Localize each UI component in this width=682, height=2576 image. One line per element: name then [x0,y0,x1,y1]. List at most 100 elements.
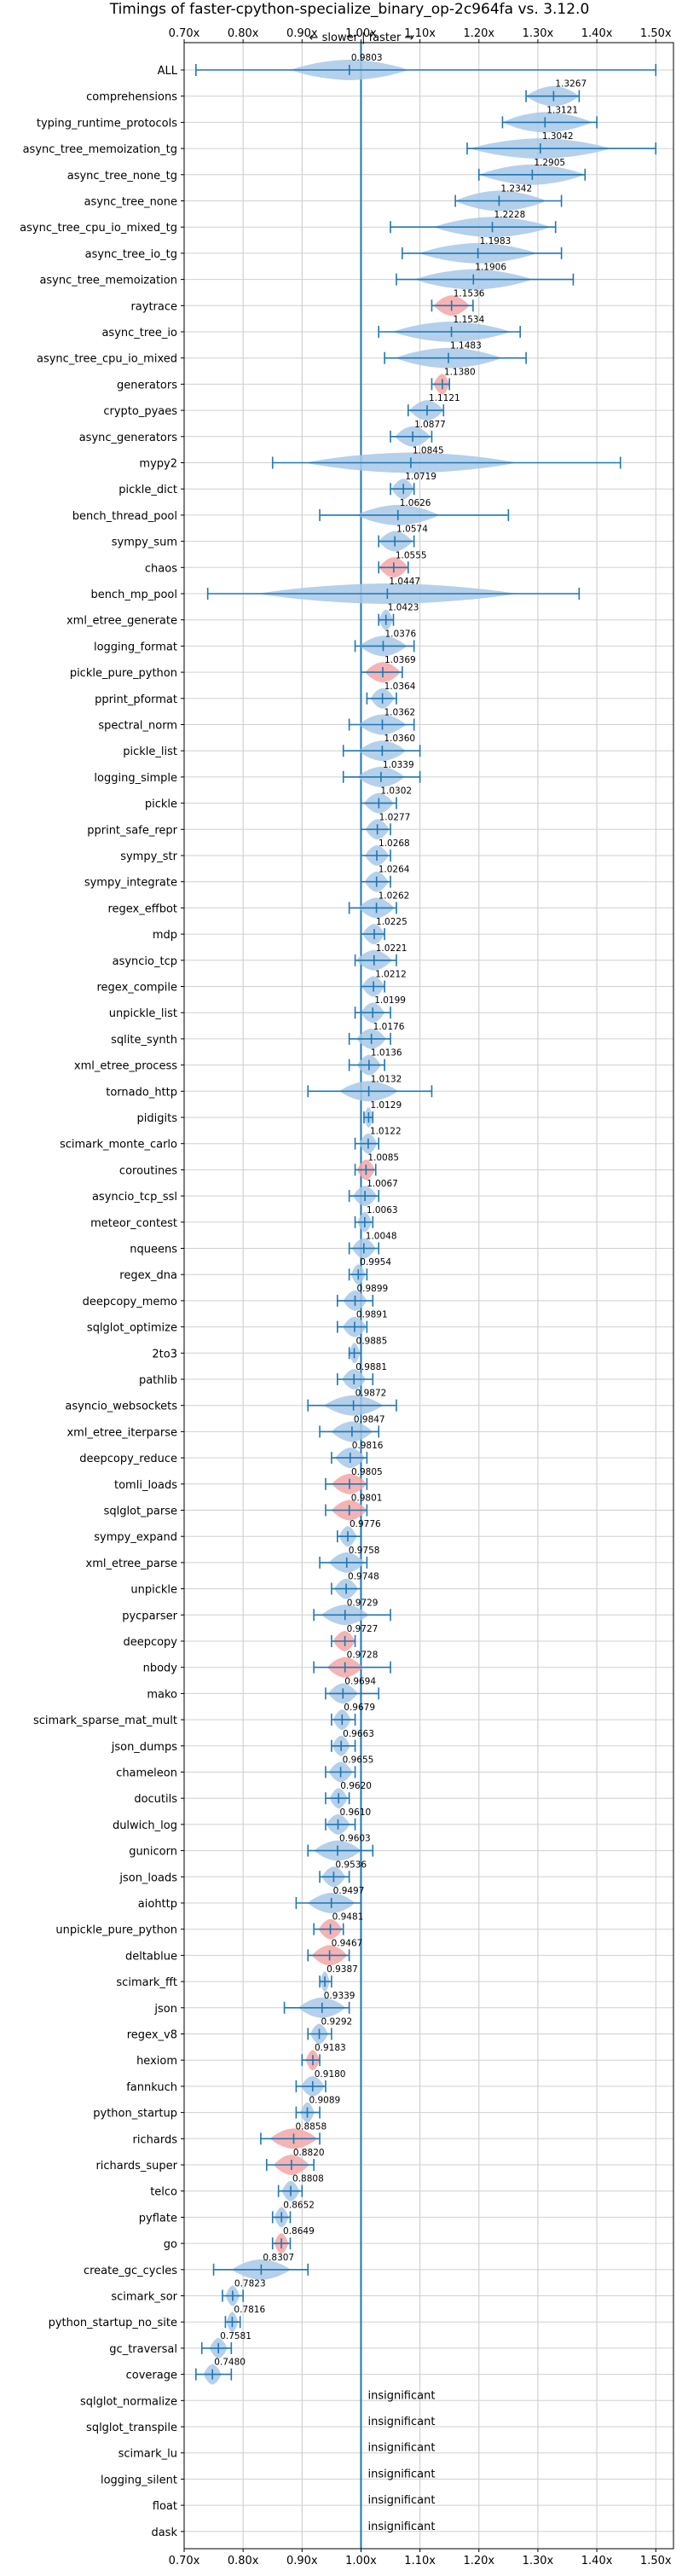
value-label: 1.0262 [379,891,410,901]
benchmark-label: async_tree_io [101,327,177,339]
value-label: 1.0129 [370,1100,402,1111]
value-label: 1.0221 [376,943,407,954]
benchmark-label: sympy_integrate [84,877,177,890]
value-label: 0.9467 [332,1938,363,1948]
benchmark-label: pickle [145,798,177,811]
marks-layer [195,43,657,2549]
value-label: 1.3121 [546,105,578,115]
value-label: 0.9758 [349,1546,380,1556]
value-label: 0.8858 [295,2121,327,2132]
value-label: 0.9089 [309,2096,340,2106]
insignificant-label: insignificant [367,2468,435,2480]
value-label: 1.0176 [373,1022,405,1032]
value-label: 0.9801 [351,1494,383,1504]
benchmark-label: async_tree_io_tg [85,248,177,261]
benchmark-label: deepcopy_memo [83,1296,177,1308]
benchmark-label: pyflate [139,2212,177,2225]
value-label: 1.0555 [396,550,427,560]
benchmark-label: 2to3 [152,1348,177,1361]
benchmark-label: chaos [145,562,177,575]
value-label: 0.9679 [344,1703,375,1713]
benchmark-label: pickle_dict [118,484,177,496]
benchmark-label: unpickle_pure_python [55,1924,177,1937]
benchmark-label: tornado_http [106,1086,177,1099]
benchmark-label: async_tree_cpu_io_mixed_tg [20,222,177,235]
benchmark-label: go [164,2238,177,2251]
value-label: 0.9816 [352,1441,384,1451]
x-tick-label-top: 0.80x [228,27,259,40]
x-tick-label-bottom: 1.10x [404,2555,436,2567]
value-label: 1.0626 [400,498,431,508]
value-label: 0.9727 [347,1624,379,1634]
benchmark-label: xml_etree_process [74,1060,177,1073]
x-tick-label-top: 1.40x [581,27,613,40]
value-label: 1.2228 [494,210,526,220]
benchmark-label: json_dumps [111,1741,177,1754]
benchmark-label: dask [151,2527,177,2539]
value-label: 1.0212 [375,970,407,980]
benchmark-label: scimark_sparse_mat_mult [33,1714,177,1727]
benchmark-label: spectral_norm [98,720,177,733]
value-label: 1.1906 [475,263,506,273]
value-label: 0.9891 [356,1310,388,1320]
value-label: 1.0719 [405,472,436,482]
value-label: 1.0447 [389,577,420,587]
value-label: 0.8808 [292,2174,324,2184]
benchmark-label: sqlglot_parse [104,1506,177,1518]
value-label: 0.7581 [220,2331,251,2341]
value-label: 0.7480 [214,2358,246,2368]
benchmark-label: dulwich_log [113,1819,177,1832]
value-label: 0.9481 [332,1912,364,1923]
insignificant-label: insignificant [367,2389,435,2402]
benchmark-label: ALL [158,65,178,78]
value-label: 1.0302 [380,786,412,797]
benchmark-label: pycparser [122,1610,177,1622]
value-label: 1.0360 [384,734,415,744]
value-label: 0.9610 [339,1807,371,1818]
benchmark-label: deltablue [125,1950,177,1963]
value-label: 1.0199 [374,995,406,1006]
insignificant-label: insignificant [367,2521,435,2533]
benchmark-label: pathlib [139,1374,177,1387]
value-label: 1.1380 [444,367,476,377]
x-tick-label-bottom: 1.50x [640,2555,672,2567]
value-label: 1.0339 [383,760,414,770]
value-label: 1.0877 [414,420,446,430]
benchmark-label: create_gc_cycles [84,2265,177,2277]
value-label: 0.9694 [344,1676,376,1686]
value-label: 0.9881 [355,1362,387,1372]
benchmark-label: telco [150,2186,177,2199]
benchmark-label: gunicorn [129,1846,177,1859]
value-label: 1.0277 [379,812,411,822]
benchmark-label: deepcopy [123,1636,177,1649]
x-tick-label-top: 1.00x [345,27,377,40]
value-label: 0.9536 [335,1859,367,1870]
value-label: 0.9954 [360,1257,391,1268]
benchmark-label: asyncio_tcp [113,955,177,968]
value-label: 0.9655 [343,1755,374,1766]
benchmark-label: richards_super [95,2160,177,2173]
benchmark-label: unpickle_list [109,1007,177,1020]
benchmark-label: pickle_list [123,746,177,758]
benchmark-label: async_tree_none [84,196,177,209]
x-tick-label-bottom: 0.80x [228,2555,259,2567]
x-tick-label-bottom: 1.30x [523,2555,554,2567]
value-label: 0.9183 [315,2043,346,2053]
x-tick-label-top: 1.50x [640,27,672,40]
benchmark-label: logging_format [94,641,177,653]
benchmark-label: mdp [153,929,177,942]
benchmark-label: async_tree_cpu_io_mixed [37,353,177,366]
value-label: 0.9339 [324,1991,355,2001]
insignificant-label: insignificant [367,2494,435,2507]
benchmark-label: regex_dna [119,1269,177,1282]
x-tick-label-top: 1.10x [404,27,436,40]
value-label: 0.9847 [354,1414,385,1424]
value-label: 1.0423 [388,603,419,613]
value-label: 1.0132 [371,1074,402,1084]
value-label: 0.9387 [327,1964,358,1975]
value-label: 1.1536 [454,288,485,299]
value-label: 0.9603 [339,1834,371,1844]
value-label: 0.9748 [348,1572,379,1582]
value-label: 1.0364 [384,682,416,692]
benchmark-label: sympy_sum [112,537,177,549]
